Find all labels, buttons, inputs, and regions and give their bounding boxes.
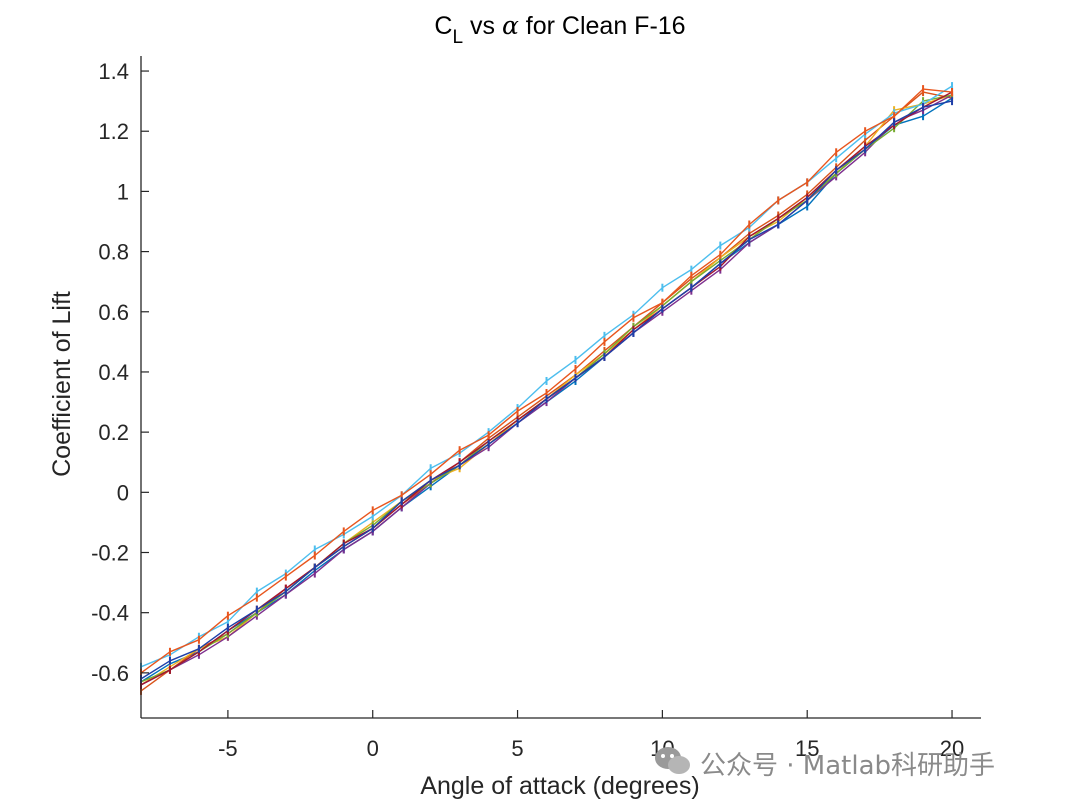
title-vs: vs bbox=[463, 12, 502, 40]
y-tick-label: 0.8 bbox=[98, 240, 129, 265]
x-tick-label: -5 bbox=[218, 736, 238, 761]
watermark-text: 公众号 · Matlab科研助手 bbox=[700, 751, 995, 781]
y-tick-label: -0.4 bbox=[91, 601, 129, 626]
x-ticks: -505101520 bbox=[218, 710, 964, 761]
y-tick-label: 0 bbox=[117, 480, 129, 505]
axes bbox=[140, 56, 981, 719]
y-tick-label: 0.4 bbox=[98, 360, 129, 385]
y-tick-label: 1.4 bbox=[98, 59, 129, 84]
title-subscript: L bbox=[452, 27, 463, 48]
wechat-icon bbox=[655, 747, 690, 774]
y-tick-label: 1.2 bbox=[98, 119, 129, 144]
x-axis-label: Angle of attack (degrees) bbox=[420, 772, 699, 800]
title-alpha: α bbox=[502, 11, 519, 40]
x-tick-label: 5 bbox=[511, 736, 523, 761]
y-tick-label: 0.6 bbox=[98, 300, 129, 325]
y-ticks: -0.6 -0.4 -0.2 0 0.2 0.4 0.6 0.8 1 1.2 1.4 bbox=[91, 59, 149, 686]
y-tick-label: 0.2 bbox=[98, 420, 129, 445]
title-main: C bbox=[434, 12, 452, 40]
x-tick-label: 15 bbox=[795, 736, 819, 761]
y-tick-label: 1 bbox=[117, 179, 129, 204]
plot-lines bbox=[140, 82, 954, 695]
x-tick-label: 0 bbox=[367, 736, 379, 761]
title-tail: for Clean F-16 bbox=[519, 12, 686, 40]
y-tick-label: -0.6 bbox=[91, 661, 129, 686]
y-tick-label: -0.2 bbox=[91, 541, 129, 566]
watermark: 公众号 · Matlab科研助手 bbox=[655, 747, 995, 781]
x-tick-label: 20 bbox=[940, 736, 964, 761]
y-axis-label: Coefficient of Lift bbox=[48, 291, 76, 477]
chart-title: CL vs α for Clean F-16 bbox=[434, 11, 685, 48]
